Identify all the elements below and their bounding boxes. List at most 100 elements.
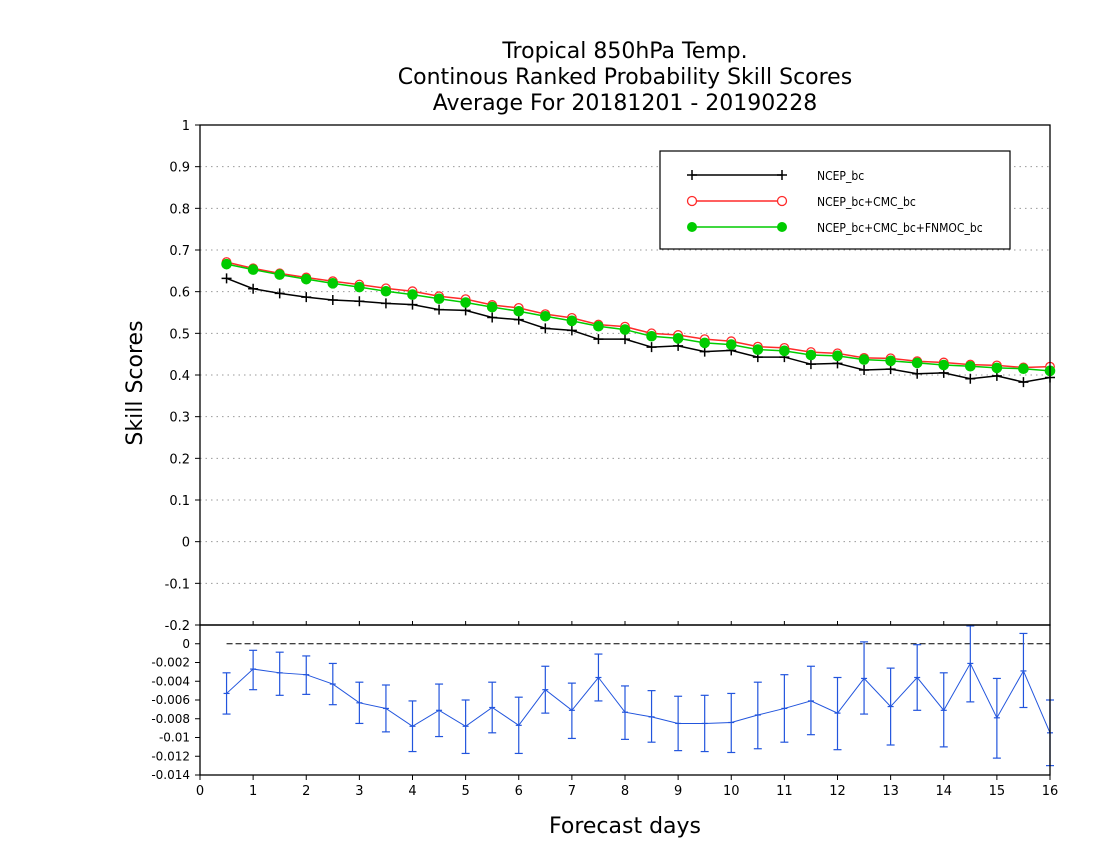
series-2 bbox=[221, 258, 1056, 377]
data-point bbox=[247, 264, 259, 275]
legend-marker bbox=[687, 222, 697, 232]
x-tick-label: 12 bbox=[829, 784, 846, 799]
data-point bbox=[912, 368, 923, 379]
top-panel: -0.2 -0.1 0 0.1 0.2 0.3 0.4 0.5 0.6 0.7 0.8 0.9 1 bbox=[165, 119, 1056, 634]
legend-marker bbox=[777, 222, 787, 232]
bottom-panel: -0.014 -0.012 -0.01 -0.008 -0.006 -0.004 -0.00… bbox=[151, 624, 1058, 799]
y-tick-label: 0.3 bbox=[169, 411, 190, 426]
y-axis-title: Skill Scores bbox=[123, 320, 148, 445]
x-tick-label: 4 bbox=[408, 784, 416, 799]
data-point bbox=[620, 334, 630, 345]
data-point bbox=[1018, 377, 1029, 388]
data-point bbox=[433, 293, 445, 305]
y-tick-label: -0.01 bbox=[159, 731, 190, 745]
data-point bbox=[646, 342, 657, 353]
y-tick-label: -0.014 bbox=[151, 768, 190, 782]
data-point bbox=[460, 297, 471, 308]
top-y-axis: -0.2 -0.1 0 0.1 0.2 0.3 0.4 0.5 0.6 0.7 0.8 0.9 1 bbox=[165, 119, 200, 634]
x-tick-label: 10 bbox=[723, 784, 740, 799]
data-point bbox=[540, 323, 551, 334]
data-point bbox=[566, 325, 577, 336]
x-tick-label: 2 bbox=[302, 784, 310, 799]
chart-subtitle-2: Average For 20181201 - 20190228 bbox=[433, 91, 818, 116]
data-point bbox=[991, 362, 1003, 374]
y-tick-label: -0.004 bbox=[151, 674, 190, 688]
data-point bbox=[380, 285, 392, 297]
data-point bbox=[593, 320, 604, 332]
data-point bbox=[699, 337, 710, 349]
x-tick-label: 3 bbox=[355, 784, 363, 799]
x-tick-label: 16 bbox=[1042, 784, 1059, 799]
x-tick-label: 15 bbox=[989, 784, 1006, 799]
y-tick-label: -0.002 bbox=[151, 656, 190, 670]
legend-marker bbox=[777, 170, 787, 180]
legend: NCEP_bc NCEP_bc+CMC_bc NCEP_bc+CMC_bc+FNMO… bbox=[659, 150, 1011, 250]
y-tick-label: 0 bbox=[182, 536, 190, 551]
data-point bbox=[540, 310, 551, 322]
bottom-x-axis: 0 1 2 3 4 5 6 7 8 9 10 11 12 13 14 15 16 bbox=[196, 775, 1058, 799]
y-tick-label: 0.2 bbox=[169, 452, 190, 467]
chart-subtitle-1: Continous Ranked Probability Skill Score… bbox=[398, 65, 852, 90]
y-tick-label: 0 bbox=[182, 637, 190, 651]
x-tick-label: 13 bbox=[882, 784, 899, 799]
y-tick-label: 0.9 bbox=[169, 161, 190, 176]
y-tick-label: 1 bbox=[182, 119, 190, 134]
data-point bbox=[354, 296, 365, 307]
x-tick-label: 7 bbox=[568, 784, 576, 799]
top-series bbox=[221, 257, 1056, 388]
series-1 bbox=[221, 257, 1055, 373]
x-tick-label: 6 bbox=[515, 784, 523, 799]
data-point bbox=[938, 359, 950, 371]
legend-label: NCEP_bc bbox=[817, 169, 864, 183]
data-point bbox=[354, 281, 365, 293]
data-point bbox=[965, 360, 976, 372]
data-point bbox=[327, 278, 339, 289]
data-point bbox=[593, 334, 604, 345]
series-line bbox=[226, 261, 1051, 369]
data-point bbox=[274, 288, 285, 299]
data-point bbox=[248, 283, 259, 294]
x-tick-label: 11 bbox=[776, 784, 793, 799]
data-point bbox=[274, 269, 285, 280]
legend-items: NCEP_bc NCEP_bc+CMC_bc NCEP_bc+CMC_bc+FNMO… bbox=[686, 169, 983, 235]
data-point bbox=[859, 365, 870, 375]
x-tick-label: 5 bbox=[461, 784, 469, 799]
data-point bbox=[1018, 363, 1029, 375]
legend-marker bbox=[776, 195, 788, 207]
data-point bbox=[965, 373, 976, 384]
legend-label: NCEP_bc+CMC_bc bbox=[817, 195, 916, 209]
y-tick-label: 0.8 bbox=[169, 202, 190, 217]
data-point bbox=[566, 315, 578, 327]
data-point bbox=[434, 304, 445, 315]
data-point bbox=[487, 312, 498, 323]
y-tick-label: 0.6 bbox=[169, 286, 190, 301]
legend-marker bbox=[686, 195, 698, 207]
data-point bbox=[407, 289, 418, 300]
legend-label: NCEP_bc+CMC_bc+FNMOC_bc bbox=[817, 221, 983, 235]
data-point bbox=[752, 344, 764, 355]
x-tick-label: 1 bbox=[249, 784, 257, 799]
data-point bbox=[301, 292, 312, 303]
data-point bbox=[911, 357, 923, 369]
data-point bbox=[380, 298, 391, 309]
bottom-y-axis: -0.014 -0.012 -0.01 -0.008 -0.006 -0.004 -0.00… bbox=[151, 637, 200, 782]
data-point bbox=[672, 333, 684, 344]
legend-marker bbox=[687, 170, 697, 180]
y-tick-label: -0.012 bbox=[151, 749, 190, 763]
y-tick-label: 0.5 bbox=[169, 327, 190, 342]
data-point bbox=[779, 345, 790, 357]
y-tick-label: -0.006 bbox=[151, 693, 190, 707]
y-tick-label: 0.1 bbox=[169, 494, 190, 509]
data-point bbox=[699, 346, 710, 357]
y-tick-label: -0.2 bbox=[165, 619, 190, 634]
data-point bbox=[327, 295, 338, 305]
difference-series-0 bbox=[222, 625, 1054, 767]
y-tick-label: -0.008 bbox=[151, 712, 190, 726]
x-tick-label: 8 bbox=[621, 784, 629, 799]
data-point bbox=[486, 301, 498, 313]
data-point bbox=[832, 350, 843, 362]
data-point bbox=[619, 324, 631, 335]
x-axis-title: Forecast days bbox=[549, 814, 701, 839]
legend-box bbox=[659, 150, 1011, 250]
